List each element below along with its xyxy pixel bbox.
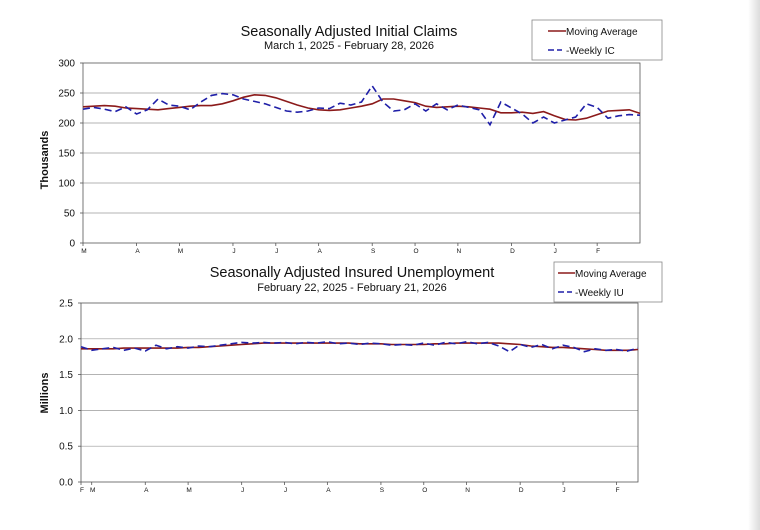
x-tick-label: J <box>562 487 565 494</box>
y-tick-label: 0.5 <box>59 442 73 453</box>
y-tick-label: 1.5 <box>59 370 73 381</box>
x-tick-label: A <box>326 487 331 494</box>
chart2-title: Seasonally Adjusted Insured Unemployment <box>210 265 495 281</box>
chart2-series-moving-average <box>81 342 639 352</box>
insured-unemployment-chart: Seasonally Adjusted Insured Unemployment… <box>39 261 663 494</box>
y-tick-label: 2.0 <box>59 334 73 345</box>
chart2-series-weekly-iu <box>80 340 639 353</box>
x-tick-label: D <box>519 487 524 494</box>
y-tick-label: 150 <box>58 149 75 160</box>
chart2-ylabel: Millions <box>39 373 51 414</box>
y-tick-label: 50 <box>64 209 76 220</box>
x-tick-label: J <box>232 248 235 255</box>
chart2-gridlines <box>81 338 638 447</box>
chart1-title: Seasonally Adjusted Initial Claims <box>241 24 458 40</box>
chart2-plot-frame <box>80 302 639 483</box>
chart2-legend-label-weekly: -Weekly IU <box>575 288 624 299</box>
initial-claims-chart: Seasonally Adjusted Initial Claims March… <box>39 19 663 255</box>
x-tick-label: O <box>422 487 427 494</box>
x-tick-label: J <box>275 248 278 255</box>
chart1-legend-label-weekly: -Weekly IC <box>566 46 615 57</box>
x-tick-label: J <box>554 248 557 255</box>
x-tick-label: M <box>186 487 191 494</box>
chart1-gridlines <box>83 92 640 214</box>
chart1-plot-frame <box>82 62 641 244</box>
y-tick-label: 1.0 <box>59 406 73 417</box>
x-tick-label: D <box>510 248 515 255</box>
x-tick-label: J <box>284 487 287 494</box>
chart1-legend-label-ma: Moving Average <box>566 27 638 38</box>
x-tick-label: N <box>457 248 462 255</box>
x-tick-label: N <box>465 487 470 494</box>
chart1-series-moving-average <box>82 93 641 121</box>
x-tick-label: J <box>241 487 244 494</box>
x-tick-label: S <box>371 248 376 255</box>
chart1-y-ticks: 0 50 100 150 200 250 300 <box>58 59 83 250</box>
chart1-subtitle: March 1, 2025 - February 28, 2026 <box>264 40 434 52</box>
page-edge-shadow <box>748 0 760 530</box>
chart1-ylabel: Thousands <box>39 131 51 190</box>
x-tick-label: A <box>135 248 140 255</box>
y-tick-label: 100 <box>58 179 75 190</box>
chart2-legend-label-ma: Moving Average <box>575 269 647 280</box>
chart2-subtitle: February 22, 2025 - February 21, 2026 <box>257 282 447 294</box>
x-tick-label: M <box>81 248 86 255</box>
x-tick-label: A <box>144 487 149 494</box>
chart2-y-ticks: 0.0 0.5 1.0 1.5 2.0 2.5 <box>59 299 81 489</box>
x-tick-label: O <box>414 248 419 255</box>
chart1-legend-box <box>531 19 663 61</box>
y-tick-label: 300 <box>58 59 75 70</box>
chart1-series-weekly-ic <box>82 84 641 127</box>
y-tick-label: 2.5 <box>59 299 73 310</box>
y-tick-label: 200 <box>58 119 75 130</box>
x-tick-label: F <box>616 487 620 494</box>
x-tick-label: A <box>317 248 322 255</box>
chart2-legend: Moving Average -Weekly IU <box>553 261 663 303</box>
y-tick-label: 250 <box>58 89 75 100</box>
x-tick-label: F <box>80 487 84 494</box>
x-tick-label: M <box>90 487 95 494</box>
x-tick-label: F <box>596 248 600 255</box>
chart1-legend: Moving Average -Weekly IC <box>531 19 663 61</box>
x-tick-label: M <box>178 248 183 255</box>
chart2-legend-box <box>553 261 663 303</box>
y-tick-label: 0 <box>69 239 75 250</box>
y-tick-label: 0.0 <box>59 478 73 489</box>
x-tick-label: S <box>380 487 385 494</box>
